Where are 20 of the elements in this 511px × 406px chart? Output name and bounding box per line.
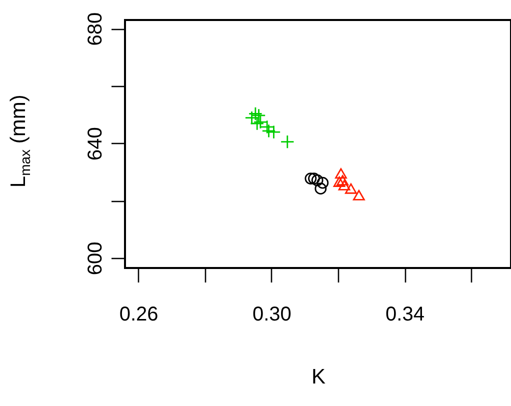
point [336, 175, 349, 186]
x-axis-title: K [311, 366, 326, 388]
point [352, 190, 365, 200]
y-tick-label: 600 [84, 242, 106, 276]
point [314, 182, 327, 195]
y-tick-label: 680 [84, 12, 106, 46]
point [280, 134, 294, 149]
point [311, 174, 324, 186]
point [335, 168, 347, 179]
x-tick-label: 0.34 [386, 304, 424, 326]
point [316, 176, 329, 189]
y-tick-label: 640 [84, 127, 106, 160]
point [252, 108, 266, 122]
point [304, 172, 317, 184]
point [338, 180, 350, 190]
x-tick-label: 0.26 [119, 304, 158, 326]
point [308, 172, 320, 184]
x-tick-label: 0.30 [252, 304, 292, 326]
point [333, 176, 346, 187]
point [345, 183, 357, 194]
